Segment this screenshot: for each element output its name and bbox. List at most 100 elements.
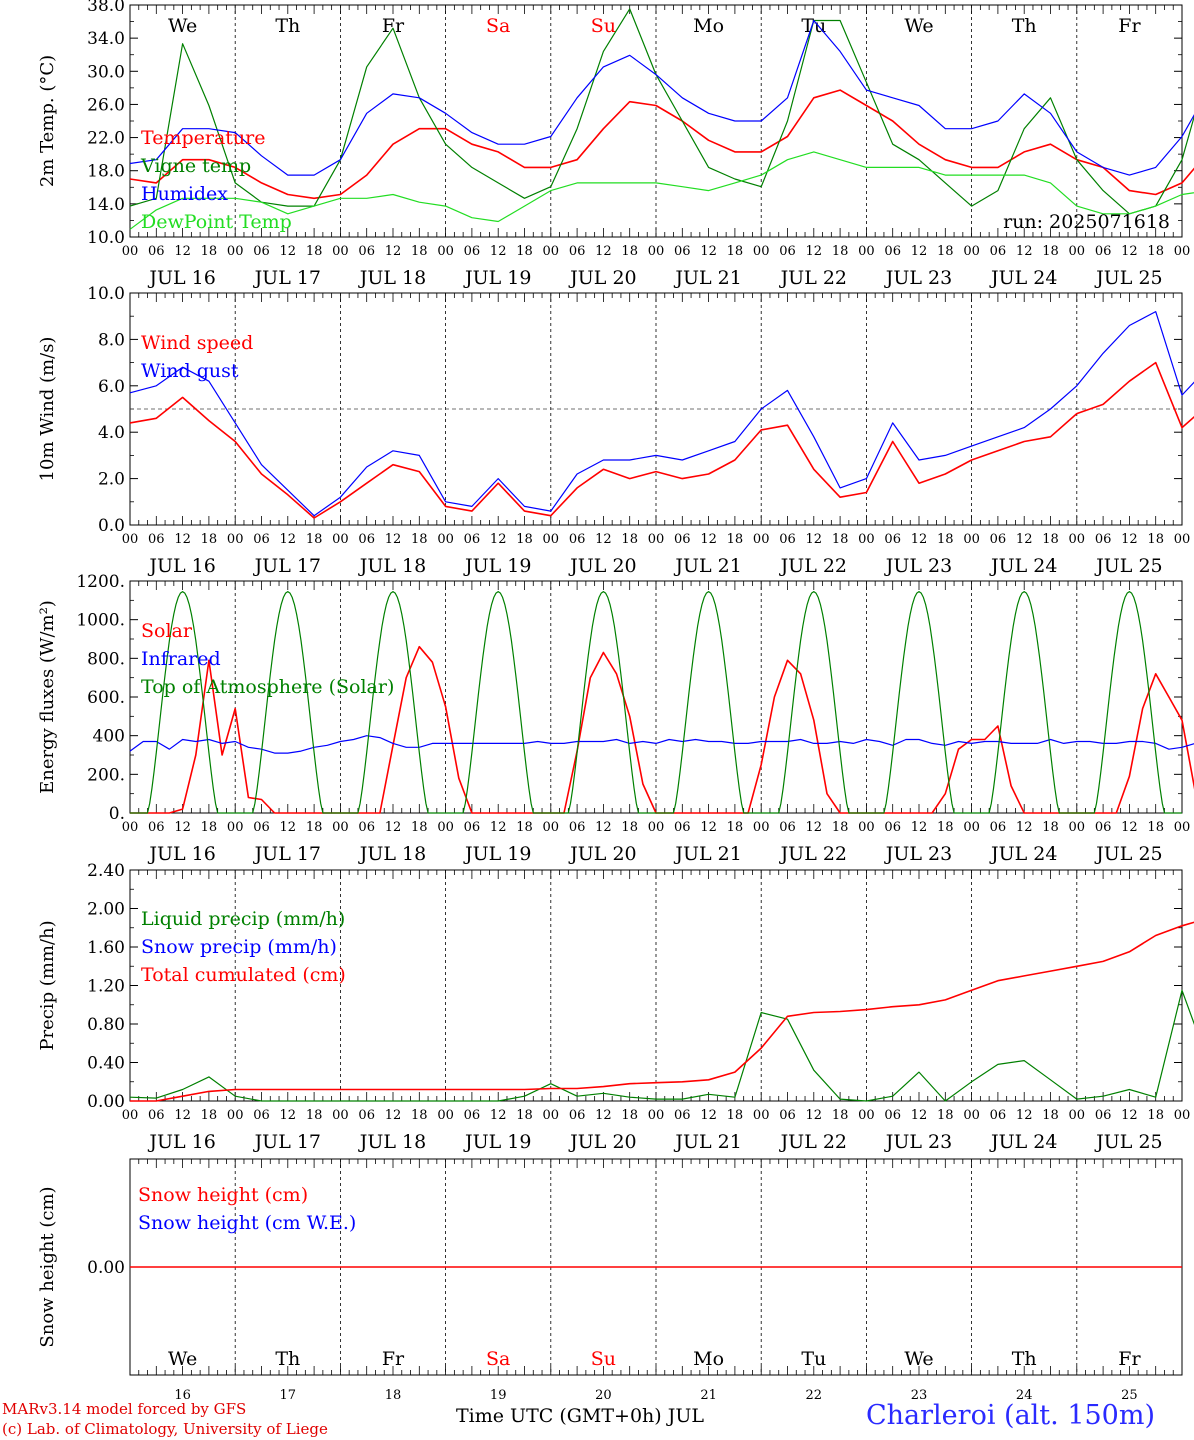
date-label: JUL 23 bbox=[884, 267, 952, 289]
x-tick-label: 12 bbox=[490, 1108, 507, 1123]
x-tick-label: 06 bbox=[148, 532, 165, 547]
x-tick-label: 00 bbox=[1069, 532, 1086, 547]
date-label: JUL 21 bbox=[673, 843, 741, 865]
legend-entry: Snow precip (mm/h) bbox=[141, 936, 337, 958]
x-tick-label: 00 bbox=[543, 532, 560, 547]
x-tick-label: 18 bbox=[937, 532, 954, 547]
x-tick-label: 06 bbox=[464, 1108, 481, 1123]
date-label: JUL 22 bbox=[779, 843, 847, 865]
weekday-label: Fr bbox=[382, 1348, 405, 1370]
date-label: JUL 19 bbox=[463, 843, 531, 865]
y-tick-label: 14.0 bbox=[87, 195, 125, 215]
x-tick-label: 12 bbox=[280, 244, 297, 259]
x-tick-label: 12 bbox=[595, 532, 612, 547]
day-number: 20 bbox=[595, 1388, 612, 1403]
x-tick-label: 06 bbox=[358, 532, 375, 547]
series-line-humidex bbox=[129, 19, 1194, 176]
y-tick-label: 0.40 bbox=[87, 1054, 125, 1074]
x-tick-label: 00 bbox=[122, 1108, 139, 1123]
y-tick-label: 0.00 bbox=[87, 1092, 125, 1112]
date-label: JUL 18 bbox=[358, 555, 426, 577]
x-tick-label: 18 bbox=[516, 1108, 533, 1123]
weekday-label: Th bbox=[275, 1348, 300, 1370]
x-tick-label: 18 bbox=[832, 1108, 849, 1123]
weekday-label: Su bbox=[591, 15, 616, 37]
y-axis-label: Energy fluxes (W/m²) bbox=[37, 600, 58, 794]
day-number: 24 bbox=[1016, 1388, 1033, 1403]
x-tick-label: 06 bbox=[779, 820, 796, 835]
weekday-label: Th bbox=[1012, 15, 1037, 37]
x-tick-label: 18 bbox=[1147, 820, 1164, 835]
legend-entry: DewPoint Temp bbox=[141, 211, 292, 233]
x-tick-label: 00 bbox=[437, 1108, 454, 1123]
y-tick-label: 1.60 bbox=[87, 938, 125, 958]
x-tick-label: 06 bbox=[358, 244, 375, 259]
series-line-vigne-temp bbox=[129, 8, 1194, 215]
legend-entry: Temperature bbox=[141, 127, 265, 149]
x-tick-label: 18 bbox=[306, 532, 323, 547]
x-tick-label: 00 bbox=[1174, 1108, 1191, 1123]
x-tick-label: 12 bbox=[595, 244, 612, 259]
y-tick-label: 0. bbox=[109, 804, 125, 824]
date-label: JUL 23 bbox=[884, 1131, 952, 1153]
date-label: JUL 17 bbox=[253, 267, 321, 289]
x-tick-label: 18 bbox=[411, 1108, 428, 1123]
x-tick-label: 18 bbox=[1147, 532, 1164, 547]
x-tick-label: 12 bbox=[700, 820, 717, 835]
x-tick-label: 06 bbox=[148, 244, 165, 259]
series-line-total-cumulated-cm- bbox=[130, 921, 1194, 1102]
x-tick-label: 18 bbox=[411, 532, 428, 547]
x-tick-label: 12 bbox=[1016, 244, 1033, 259]
weekday-label: We bbox=[168, 1348, 197, 1370]
y-tick-label: 38.0 bbox=[87, 0, 125, 16]
x-tick-label: 06 bbox=[990, 1108, 1007, 1123]
x-tick-label: 18 bbox=[621, 244, 638, 259]
x-tick-label: 00 bbox=[437, 532, 454, 547]
x-tick-label: 12 bbox=[174, 1108, 191, 1123]
x-tick-label: 06 bbox=[884, 244, 901, 259]
weekday-label: Sa bbox=[486, 15, 510, 37]
x-tick-label: 18 bbox=[201, 1108, 218, 1123]
x-tick-label: 06 bbox=[779, 1108, 796, 1123]
date-label: JUL 22 bbox=[779, 1131, 847, 1153]
date-label: JUL 24 bbox=[989, 267, 1057, 289]
x-tick-label: 06 bbox=[464, 532, 481, 547]
x-tick-label: 06 bbox=[1095, 1108, 1112, 1123]
y-tick-label: 4.0 bbox=[98, 423, 125, 443]
x-tick-label: 00 bbox=[753, 1108, 770, 1123]
x-tick-label: 00 bbox=[1174, 532, 1191, 547]
x-tick-label: 18 bbox=[621, 820, 638, 835]
x-tick-label: 18 bbox=[832, 532, 849, 547]
x-tick-label: 00 bbox=[648, 244, 665, 259]
y-tick-label: 1000. bbox=[76, 611, 125, 631]
series-line-wind-gust bbox=[129, 311, 1194, 517]
x-tick-label: 06 bbox=[990, 532, 1007, 547]
legend-entry: Wind gust bbox=[141, 360, 239, 382]
x-tick-label: 06 bbox=[884, 1108, 901, 1123]
date-label: JUL 20 bbox=[568, 1131, 636, 1153]
y-tick-label: 1200. bbox=[76, 572, 125, 592]
date-label: JUL 25 bbox=[1094, 843, 1162, 865]
weekday-label: We bbox=[904, 1348, 933, 1370]
date-label: JUL 21 bbox=[673, 1131, 741, 1153]
x-tick-label: 06 bbox=[779, 244, 796, 259]
x-tick-label: 00 bbox=[648, 820, 665, 835]
y-tick-label: 18.0 bbox=[87, 162, 125, 182]
x-tick-label: 18 bbox=[727, 532, 744, 547]
x-tick-label: 18 bbox=[727, 820, 744, 835]
x-tick-label: 00 bbox=[1069, 820, 1086, 835]
date-label: JUL 22 bbox=[779, 555, 847, 577]
legend-entry: Snow height (cm W.E.) bbox=[138, 1212, 356, 1234]
x-tick-label: 12 bbox=[490, 820, 507, 835]
date-label: JUL 22 bbox=[779, 267, 847, 289]
x-tick-label: 18 bbox=[411, 820, 428, 835]
date-label: JUL 16 bbox=[147, 555, 215, 577]
x-tick-label: 12 bbox=[490, 532, 507, 547]
x-tick-label: 12 bbox=[280, 820, 297, 835]
x-tick-label: 06 bbox=[674, 1108, 691, 1123]
day-number: 22 bbox=[806, 1388, 823, 1403]
x-tick-label: 18 bbox=[516, 244, 533, 259]
weekday-label: Su bbox=[591, 1348, 616, 1370]
x-tick-label: 06 bbox=[464, 820, 481, 835]
x-tick-label: 00 bbox=[1174, 820, 1191, 835]
